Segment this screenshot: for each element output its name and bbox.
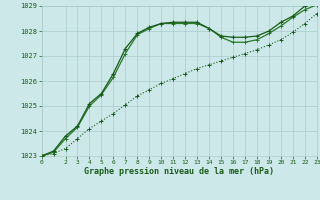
X-axis label: Graphe pression niveau de la mer (hPa): Graphe pression niveau de la mer (hPa) (84, 167, 274, 176)
